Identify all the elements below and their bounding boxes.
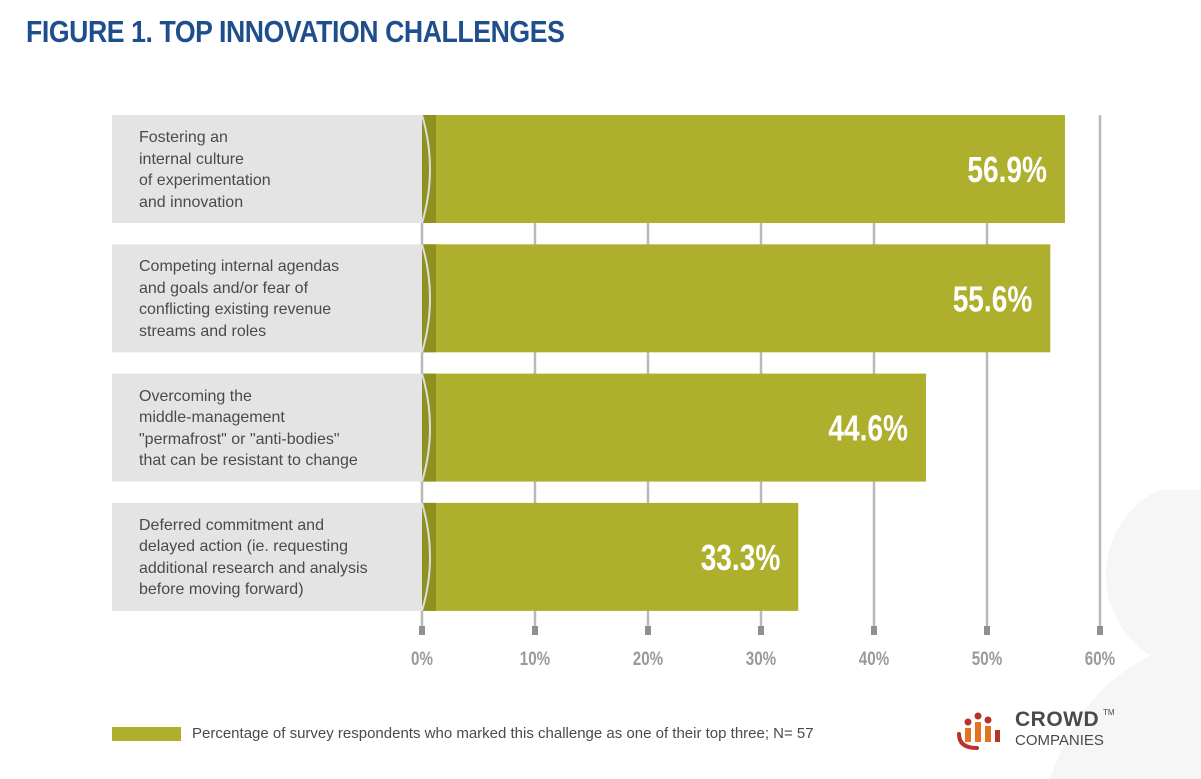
- x-axis: 0% 10% 20% 30% 40% 50% 60%: [411, 626, 1115, 669]
- category-label-bg: [112, 244, 422, 353]
- category-label: Fostering an internal culture of experim…: [139, 129, 271, 211]
- category-label-bg: [112, 502, 422, 611]
- category-label-backgrounds: [112, 115, 422, 611]
- crowd-logo-icon: [957, 712, 1000, 750]
- crowd-companies-logo: CROWD TM COMPANIES: [955, 708, 1115, 752]
- tick-mark: [871, 626, 877, 635]
- chart-title: FIGURE 1. TOP INNOVATION CHALLENGES: [26, 14, 565, 49]
- logo-text-crowd: CROWD: [1015, 708, 1100, 731]
- tick-mark: [419, 626, 425, 635]
- category-label: Competing internal agendas and goals and…: [139, 258, 340, 340]
- logo-text-companies: COMPANIES: [1015, 732, 1104, 749]
- bar: [422, 115, 1065, 223]
- legend-label: Percentage of survey respondents who mar…: [192, 725, 814, 742]
- bar: [422, 502, 799, 611]
- value-label: 44.6%: [828, 408, 908, 448]
- category-label-bg: [112, 115, 422, 223]
- tick-mark: [1097, 626, 1103, 635]
- tick-label: 10%: [520, 647, 550, 669]
- value-label: 33.3%: [701, 538, 781, 578]
- bar: [422, 373, 926, 482]
- tick-mark: [984, 626, 990, 635]
- bars: [421, 114, 1065, 612]
- tick-label: 50%: [972, 647, 1002, 669]
- category-label: Overcoming the middle-management "permaf…: [139, 387, 358, 470]
- bar-curve: [421, 373, 431, 482]
- watermark-shape: [1050, 490, 1201, 779]
- tick-label: 0%: [411, 647, 433, 669]
- tick-label: 40%: [859, 647, 889, 669]
- legend-swatch: [112, 727, 181, 741]
- value-label: 56.9%: [967, 150, 1047, 190]
- bar-curve: [421, 114, 431, 224]
- tick-label: 60%: [1085, 647, 1115, 669]
- value-label: 55.6%: [953, 279, 1033, 319]
- value-labels: 56.9% 55.6% 44.6% 33.3%: [701, 150, 1047, 578]
- logo-trademark: TM: [1103, 708, 1115, 717]
- bar: [422, 244, 1051, 353]
- bar-curve: [421, 502, 431, 612]
- tick-label: 20%: [633, 647, 663, 669]
- category-label: Deferred commitment and delayed action (…: [139, 516, 368, 599]
- tick-label: 30%: [746, 647, 776, 669]
- tick-mark: [758, 626, 764, 635]
- tick-mark: [532, 626, 538, 635]
- tick-mark: [645, 626, 651, 635]
- bar-curve: [421, 244, 431, 353]
- category-label-bg: [112, 373, 422, 482]
